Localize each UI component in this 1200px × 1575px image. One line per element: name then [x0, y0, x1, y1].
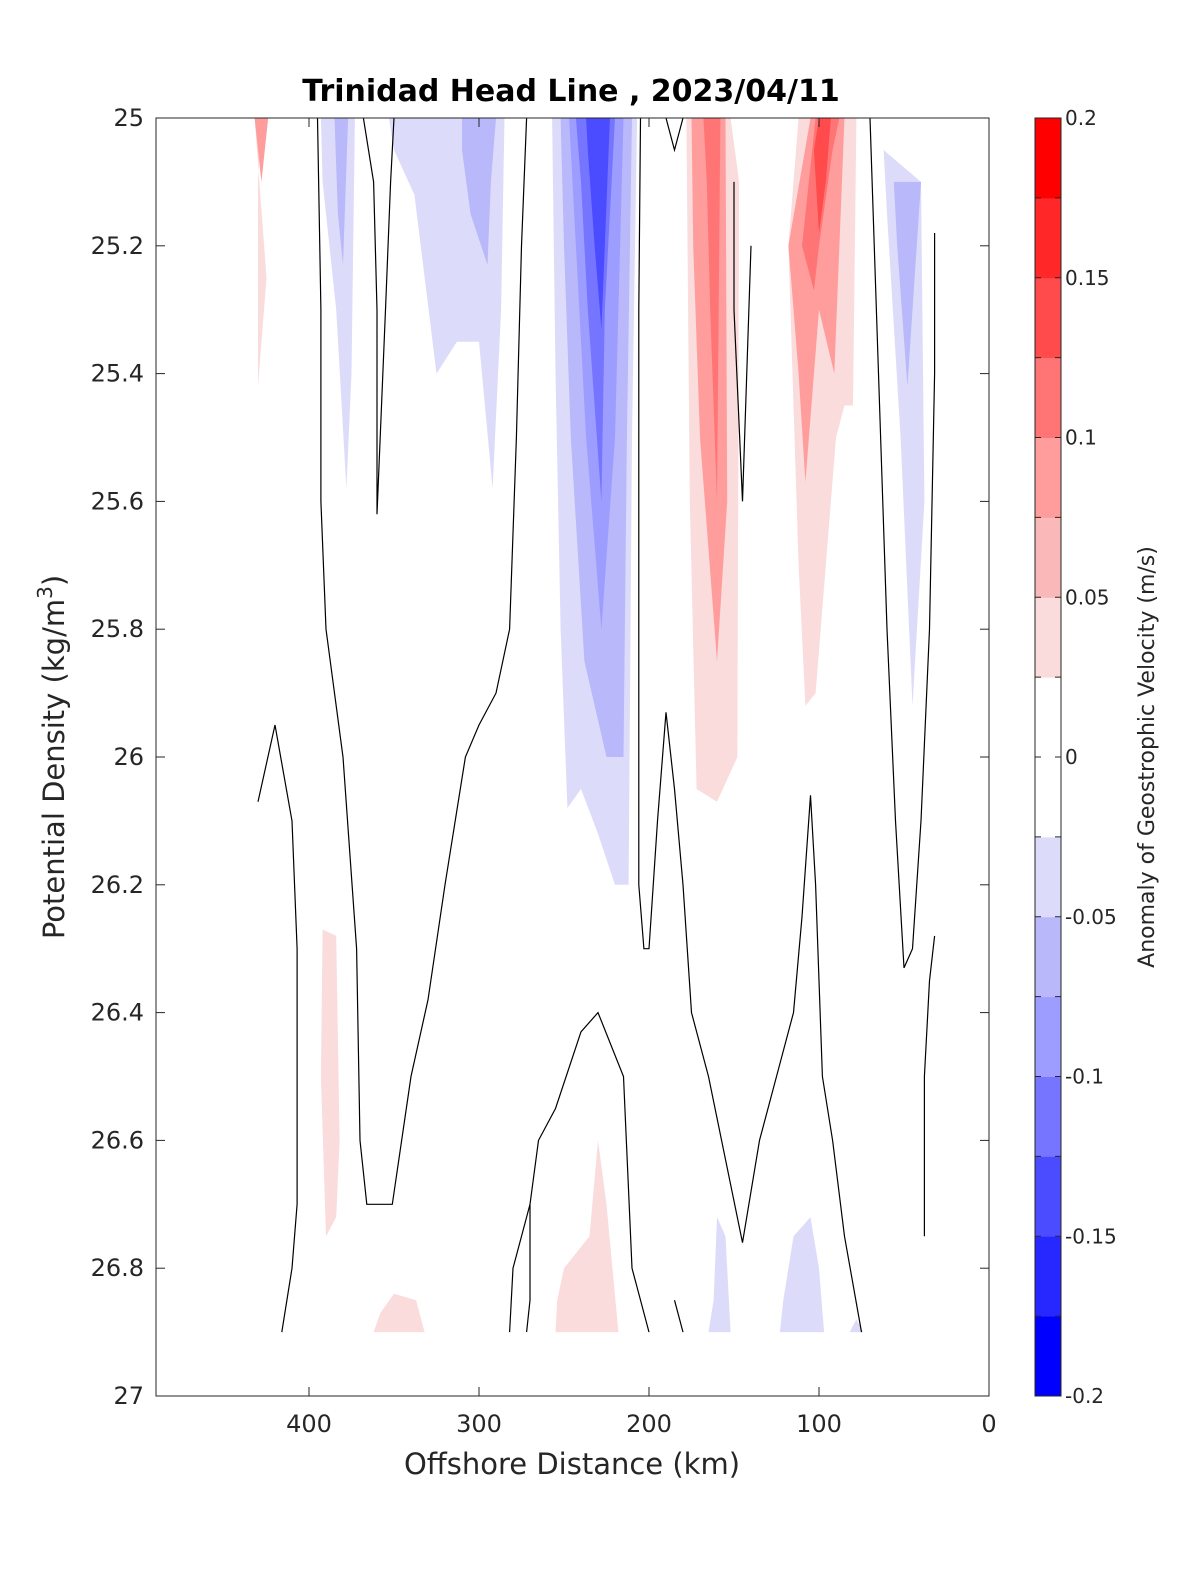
colorbar-block-3 — [1035, 1076, 1061, 1157]
negative-anomaly-region-5 — [462, 118, 496, 265]
x-tick-label-3: 100 — [796, 1410, 842, 1438]
y-tick-label-9: 26.8 — [91, 1254, 144, 1282]
colorbar-block-1 — [1035, 1236, 1061, 1317]
y-tick-label-7: 26.4 — [91, 999, 144, 1027]
y-tick-label-6: 26.2 — [91, 871, 144, 899]
chart-title: Trinidad Head Line , 2023/04/11 — [302, 74, 839, 109]
y-tick-label-4: 25.8 — [91, 615, 144, 643]
zero-contour-line-7 — [923, 935, 936, 1237]
colorbar-tick-label-8: 0.2 — [1065, 106, 1097, 130]
positive-anomaly-region-15 — [788, 118, 845, 483]
zero-contour-line-6 — [869, 118, 936, 969]
zero-contour-line-2 — [257, 724, 298, 1333]
positive-anomaly-region-22 — [555, 1140, 619, 1333]
x-axis-label: Offshore Distance (km) — [404, 1447, 740, 1481]
negative-anomaly-region-2 — [320, 118, 355, 489]
zero-contour-line-1 — [362, 118, 395, 515]
y-axis-label-sup: 3 — [33, 586, 57, 599]
y-tick-label-2: 25.4 — [91, 360, 144, 388]
filled-contours — [254, 118, 925, 1333]
colorbar-blocks — [1035, 118, 1061, 1397]
colorbar-tick-label-0: -0.2 — [1065, 1384, 1104, 1408]
y-tick-label-10: 27 — [113, 1382, 144, 1410]
x-axis-ticks: 400 300 200 100 0 — [286, 118, 997, 1438]
zero-contour-line-5 — [733, 181, 752, 502]
colorbar-ticks: -0.2 -0.15 -0.1 -0.05 0 0.05 0.1 0.15 0.2 — [1035, 106, 1117, 1408]
negative-anomaly-region-24 — [779, 1217, 825, 1333]
negative-anomaly-region-23 — [708, 1217, 731, 1333]
colorbar-block-5 — [1035, 916, 1061, 998]
zero-contour-line-8 — [509, 1011, 650, 1333]
x-tick-label-0: 400 — [286, 1410, 332, 1438]
colorbar: -0.2 -0.15 -0.1 -0.05 0 0.05 0.1 0.15 0.2 — [1034, 106, 1117, 1408]
colorbar-block-4 — [1035, 996, 1061, 1077]
colorbar-block-15 — [1035, 118, 1061, 199]
positive-anomaly-region-20 — [320, 929, 340, 1237]
y-axis-label: Potential Density (kg/m3) — [33, 575, 71, 939]
colorbar-tick-label-4: 0 — [1065, 745, 1078, 769]
plot-area — [155, 117, 990, 1397]
positive-anomaly-region-21 — [373, 1293, 425, 1333]
colorbar-tick-label-7: 0.15 — [1065, 266, 1110, 290]
positive-anomaly-region-0 — [254, 118, 267, 387]
colorbar-tick-label-1: -0.15 — [1065, 1224, 1117, 1248]
positive-anomaly-region-1 — [254, 118, 269, 182]
y-axis-label-close: ) — [37, 575, 71, 586]
y-tick-label-1: 25.2 — [91, 232, 144, 260]
colorbar-block-11 — [1035, 437, 1061, 518]
zero-contour-line-4 — [665, 118, 684, 153]
zero-contour-line-9 — [526, 1204, 531, 1333]
negative-anomaly-region-10 — [586, 118, 610, 329]
colorbar-block-13 — [1035, 277, 1061, 359]
colorbar-block-7 — [1035, 757, 1061, 838]
negative-anomaly-region-3 — [334, 118, 349, 265]
colorbar-block-12 — [1035, 357, 1061, 438]
zero-contour-lines — [257, 118, 936, 1333]
positive-anomaly-region-13 — [703, 118, 721, 502]
negative-anomaly-region-19 — [893, 181, 921, 387]
colorbar-block-8 — [1035, 677, 1061, 758]
zero-contour-line-10 — [673, 1300, 684, 1333]
zero-contour-line-3 — [638, 118, 863, 1333]
colorbar-block-14 — [1035, 197, 1061, 279]
x-tick-label-1: 300 — [456, 1410, 502, 1438]
negative-anomaly-region-18 — [883, 150, 925, 706]
y-tick-label-3: 25.6 — [91, 487, 144, 515]
negative-anomaly-region-25 — [849, 1319, 864, 1333]
colorbar-tick-label-5: 0.05 — [1065, 585, 1110, 609]
y-tick-label-8: 26.6 — [91, 1126, 144, 1154]
y-axis-ticks: 25 25.2 25.4 25.6 25.8 26 26.2 26.4 26.6 26.8 27 — [91, 104, 989, 1410]
y-tick-label-5: 26 — [113, 743, 144, 771]
positive-anomaly-region-17 — [813, 118, 831, 233]
colorbar-block-6 — [1035, 836, 1061, 918]
x-tick-label-4: 0 — [981, 1410, 996, 1438]
colorbar-block-10 — [1035, 517, 1061, 598]
colorbar-tick-label-3: -0.05 — [1065, 905, 1117, 929]
y-tick-label-0: 25 — [113, 104, 144, 132]
x-tick-label-2: 200 — [626, 1410, 672, 1438]
colorbar-tick-label-2: -0.1 — [1065, 1065, 1104, 1089]
colorbar-tick-label-6: 0.1 — [1065, 426, 1097, 450]
colorbar-label: Anomaly of Geostrophic Velocity (m/s) — [1135, 546, 1160, 968]
colorbar-block-2 — [1035, 1156, 1061, 1237]
colorbar-block-0 — [1035, 1316, 1061, 1397]
zero-contour-line-0 — [316, 118, 528, 1205]
y-axis-label-main: Potential Density (kg/m — [37, 599, 71, 939]
colorbar-block-9 — [1035, 597, 1061, 678]
